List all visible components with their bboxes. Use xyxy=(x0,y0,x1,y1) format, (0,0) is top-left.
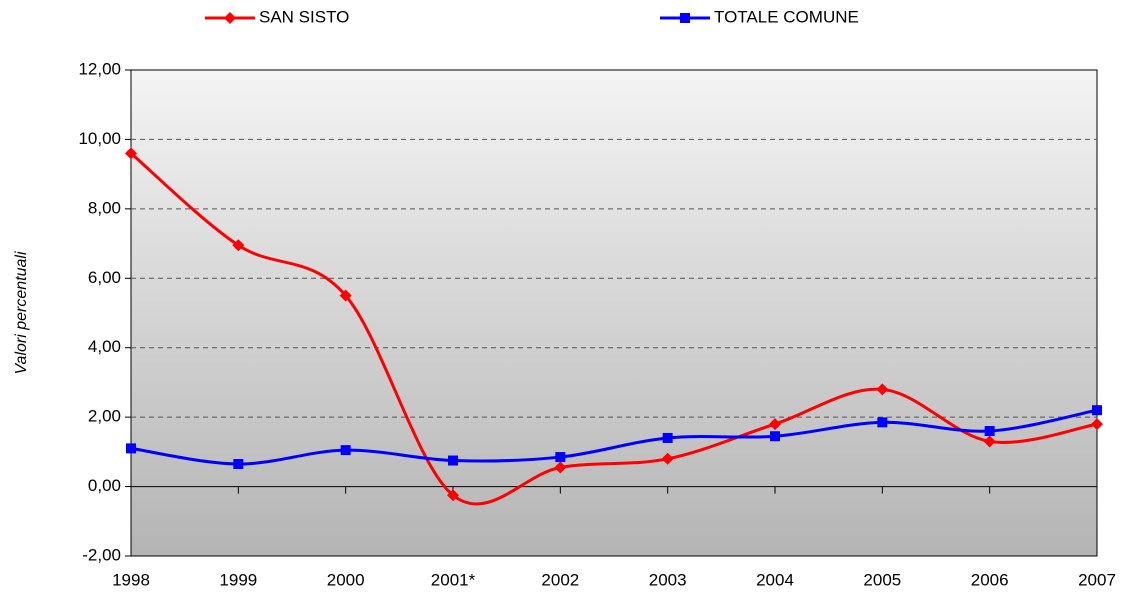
y-tick-label: 2,00 xyxy=(88,407,121,426)
x-tick-label: 2007 xyxy=(1078,570,1116,589)
y-tick-label: 0,00 xyxy=(88,476,121,495)
y-tick-label: -2,00 xyxy=(82,545,121,564)
data-point xyxy=(125,147,137,160)
data-point xyxy=(984,426,995,437)
y-tick-label: 10,00 xyxy=(78,129,121,148)
data-point xyxy=(555,452,566,463)
data-point xyxy=(1091,418,1103,431)
x-tick-label: 2005 xyxy=(863,570,901,589)
data-point xyxy=(447,489,459,502)
data-point xyxy=(1092,405,1102,416)
legend-marker xyxy=(680,13,690,23)
x-tick-label: 2002 xyxy=(541,570,579,589)
y-axis-label: Valori percentuali xyxy=(13,251,30,374)
x-tick-label: 2001* xyxy=(431,570,476,589)
data-point xyxy=(339,289,352,302)
y-tick-label: 6,00 xyxy=(88,268,121,287)
y-tick-label: 12,00 xyxy=(78,59,121,78)
data-point xyxy=(662,432,673,443)
data-point xyxy=(232,239,245,252)
data-point xyxy=(769,418,781,431)
data-point xyxy=(876,383,889,396)
data-point xyxy=(661,452,674,465)
plot-area xyxy=(130,69,1098,557)
series-line xyxy=(130,152,1098,506)
y-tick-label: 4,00 xyxy=(88,337,121,356)
legend-label: TOTALE COMUNE xyxy=(714,7,859,26)
y-tick-label: 8,00 xyxy=(88,198,121,217)
data-point xyxy=(877,417,888,428)
data-point xyxy=(233,459,244,470)
x-tick-label: 2000 xyxy=(327,570,365,589)
data-point xyxy=(983,435,996,448)
data-point xyxy=(770,431,780,442)
x-tick-label: 1999 xyxy=(219,570,257,589)
data-point xyxy=(126,443,136,454)
legend-label: SAN SISTO xyxy=(259,7,349,26)
series-line xyxy=(130,408,1098,466)
data-point xyxy=(340,445,351,456)
x-tick-label: 2003 xyxy=(649,570,687,589)
legend-marker xyxy=(224,12,236,24)
data-point xyxy=(554,461,567,474)
x-tick-label: 2004 xyxy=(756,570,794,589)
x-tick-label: 2006 xyxy=(971,570,1009,589)
x-tick-label: 1998 xyxy=(112,570,150,589)
data-point xyxy=(448,455,458,466)
